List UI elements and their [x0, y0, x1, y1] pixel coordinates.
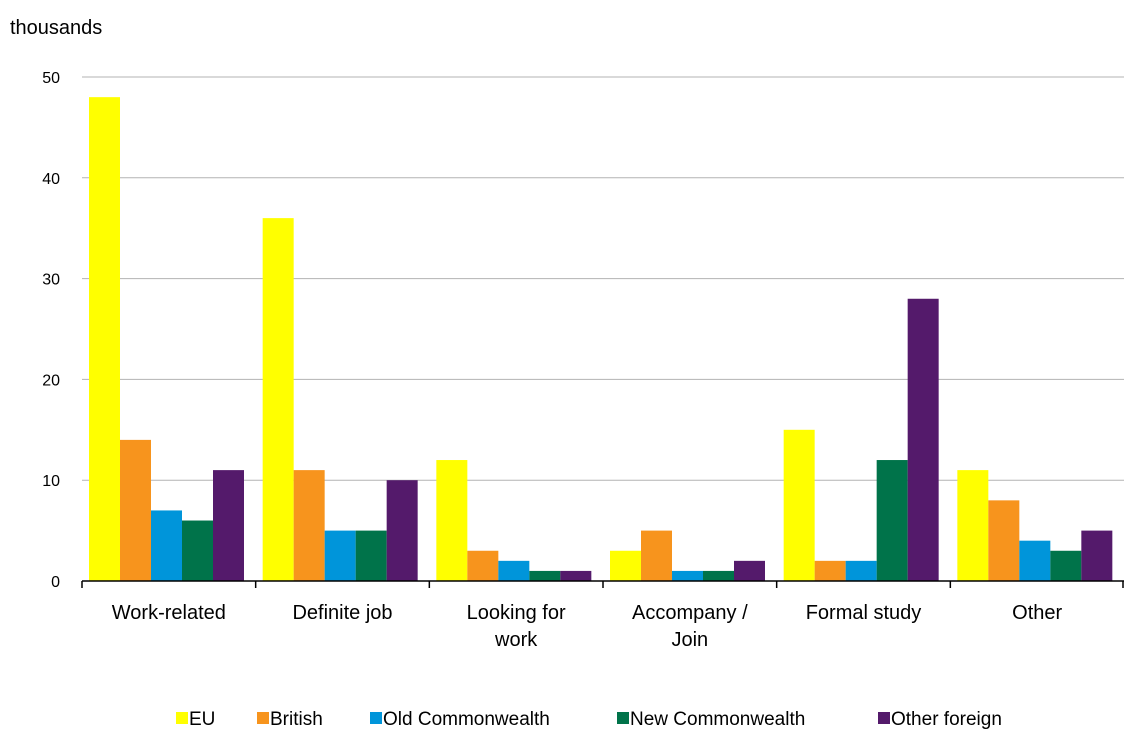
y-tick-label-20: 20	[42, 372, 60, 389]
y-axis-label: thousands	[10, 17, 102, 39]
legend-label-2: Old Commonwealth	[383, 709, 550, 730]
y-tick-labels: 0 10 20 30 40 50	[42, 70, 60, 591]
y-tick-label-40: 40	[42, 171, 60, 188]
bar-4-1	[386, 480, 418, 581]
x-tick-label-1-0: Definite job	[292, 602, 392, 624]
x-tick-label-3-0: Accompany /	[632, 602, 748, 624]
bar-4-0	[213, 470, 244, 581]
legend-swatch-2	[370, 712, 382, 724]
bar-2-0	[151, 510, 182, 581]
bar-0-1	[262, 218, 294, 581]
bar-1-1	[293, 470, 325, 581]
y-tick-label-10: 10	[42, 473, 60, 490]
bar-0-3	[610, 550, 641, 581]
legend-swatch-3	[617, 712, 629, 724]
bar-3-2	[529, 570, 561, 581]
bar-2-1	[324, 530, 356, 581]
x-tick-label-3-1: Join	[671, 629, 708, 651]
y-tick-label-50: 50	[42, 70, 60, 87]
bar-3-1	[355, 530, 387, 581]
bar-0-0	[89, 97, 120, 581]
legend: EU British Old Commonwealth New Commonwealt…	[176, 709, 1002, 730]
x-tick-label-2-1: work	[494, 629, 538, 651]
y-tick-label-0: 0	[51, 574, 60, 591]
bar-1-0	[120, 439, 151, 581]
bar-2-4	[845, 560, 877, 581]
y-tick-label-30: 30	[42, 272, 60, 289]
bar-2-5	[1019, 540, 1051, 581]
legend-label-3: New Commonwealth	[630, 709, 805, 730]
bar-0-2	[436, 460, 468, 581]
bars	[89, 97, 1113, 581]
bar-1-3	[641, 530, 672, 581]
x-tick-label-2-0: Looking for	[467, 602, 566, 624]
bar-1-4	[814, 560, 846, 581]
legend-swatch-4	[878, 712, 890, 724]
bar-4-5	[1081, 530, 1113, 581]
bar-4-3	[734, 560, 765, 581]
x-tick-label-5-0: Other	[1012, 602, 1062, 624]
x-tick-labels: Work-related Definite job Looking for work A…	[112, 602, 1063, 651]
bar-1-2	[467, 550, 499, 581]
bar-0-5	[957, 470, 989, 581]
gridlines	[82, 76, 1124, 481]
x-tick-label-4-0: Formal study	[806, 602, 922, 624]
legend-label-4: Other foreign	[891, 709, 1002, 730]
bar-3-4	[876, 460, 908, 581]
x-tick-label-0-0: Work-related	[112, 602, 226, 624]
legend-swatch-1	[257, 712, 269, 724]
legend-swatch-0	[176, 712, 188, 724]
bar-2-3	[672, 570, 703, 581]
bar-4-2	[560, 570, 592, 581]
legend-label-0: EU	[189, 709, 215, 730]
bar-2-2	[498, 560, 530, 581]
bar-1-5	[988, 500, 1020, 581]
bar-3-5	[1050, 550, 1082, 581]
bar-3-3	[703, 570, 734, 581]
bar-3-0	[182, 520, 213, 581]
x-tick-marks	[81, 581, 1124, 588]
bar-4-4	[907, 298, 939, 581]
legend-label-1: British	[270, 709, 323, 730]
bar-0-4	[783, 429, 815, 581]
